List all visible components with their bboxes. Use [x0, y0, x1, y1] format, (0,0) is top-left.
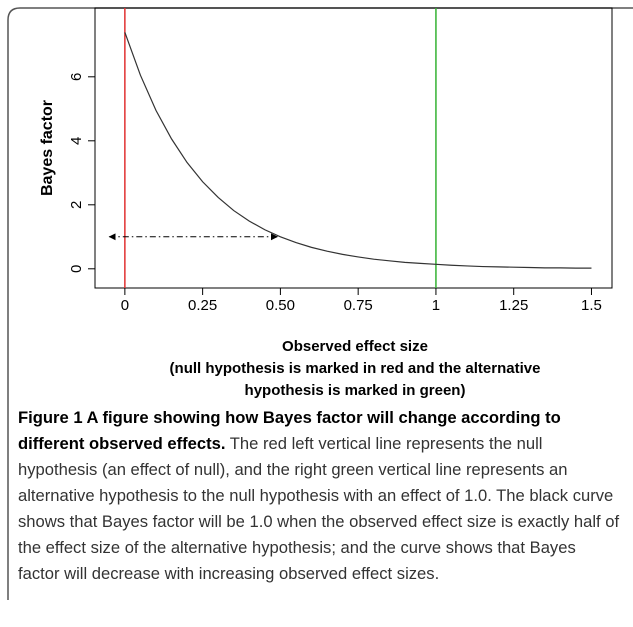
- y-axis-label: Bayes factor: [39, 100, 56, 196]
- frame: [7, 7, 633, 600]
- y-tick-label: 2: [68, 201, 85, 209]
- x-tick-label: 0.75: [344, 297, 373, 314]
- caption: Figure 1 A figure showing how Bayes fact…: [18, 405, 620, 587]
- curve: [124, 32, 592, 269]
- x-tick-label: 1.5: [581, 297, 602, 314]
- x-axis-label: hypothesis is marked in green): [245, 382, 466, 399]
- plot-box: [94, 7, 613, 289]
- caption-text: The red left vertical line represents th…: [18, 434, 620, 583]
- y-tick-label: 4: [68, 137, 85, 145]
- caption-title: Figure 1 A figure showing how Bayes fact…: [18, 408, 561, 453]
- x-tick-label: 0: [121, 297, 129, 314]
- y-tick-label: 6: [68, 73, 85, 81]
- x-tick-label: 1: [432, 297, 440, 314]
- x-axis-label: (null hypothesis is marked in red and th…: [170, 360, 541, 377]
- x-axis-label: Observed effect size: [282, 338, 428, 355]
- x-tick-label: 1.25: [499, 297, 528, 314]
- y-tick-label: 0: [68, 265, 85, 273]
- x-tick-label: 0.50: [266, 297, 295, 314]
- x-tick-label: 0.25: [188, 297, 217, 314]
